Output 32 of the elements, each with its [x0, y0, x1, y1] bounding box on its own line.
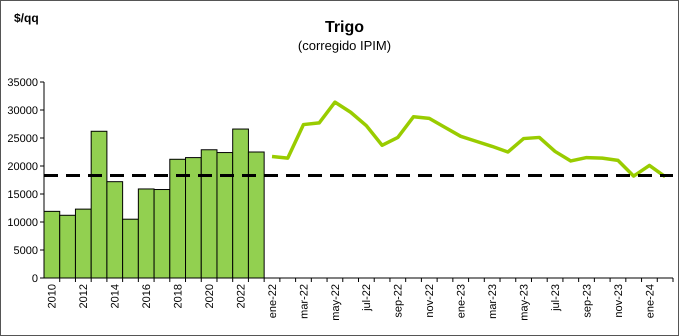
- y-tick-label: 15000: [7, 188, 38, 201]
- chart-subtitle: (corregido IPIM): [298, 38, 392, 53]
- x-tick-label: 2016: [141, 284, 154, 308]
- line-series: [270, 100, 667, 178]
- x-tick-label: mar-22: [298, 284, 310, 319]
- x-tick-label: jul-22: [361, 284, 374, 312]
- chart-title: Trigo: [324, 19, 364, 36]
- x-tick-label: nov-23: [612, 284, 625, 318]
- y-axis-title: $/qq: [14, 11, 39, 25]
- x-tick-label: sep-22: [392, 284, 405, 318]
- x-tick-label: mar-23: [487, 284, 500, 319]
- y-tick-label: 10000: [7, 216, 38, 229]
- x-tick-label: nov-22: [424, 284, 436, 318]
- x-tick-label: sep-23: [581, 284, 594, 318]
- x-tick-label: 2022: [235, 284, 248, 308]
- x-tick-label: may-23: [518, 284, 530, 321]
- y-tick-label: 30000: [7, 104, 38, 117]
- x-tick-label: 2014: [110, 284, 122, 308]
- x-tick-label: 2020: [204, 284, 216, 308]
- x-tick-label: 2010: [46, 284, 59, 308]
- x-tick-label: 2018: [172, 284, 185, 308]
- x-tick-label: ene-23: [456, 284, 468, 318]
- x-tick-label: jul-23: [550, 284, 562, 312]
- y-tick-label: 0: [32, 272, 38, 285]
- y-tick-label: 25000: [7, 132, 38, 145]
- x-tick-label: ene-22: [266, 284, 279, 318]
- x-tick-label: ene-24: [644, 284, 656, 318]
- y-tick-label: 35000: [7, 76, 38, 89]
- y-tick-label: 20000: [7, 160, 38, 173]
- x-tick-label: may-22: [330, 284, 342, 321]
- y-tick-label: 5000: [14, 244, 38, 257]
- x-tick-label: 2012: [78, 284, 90, 308]
